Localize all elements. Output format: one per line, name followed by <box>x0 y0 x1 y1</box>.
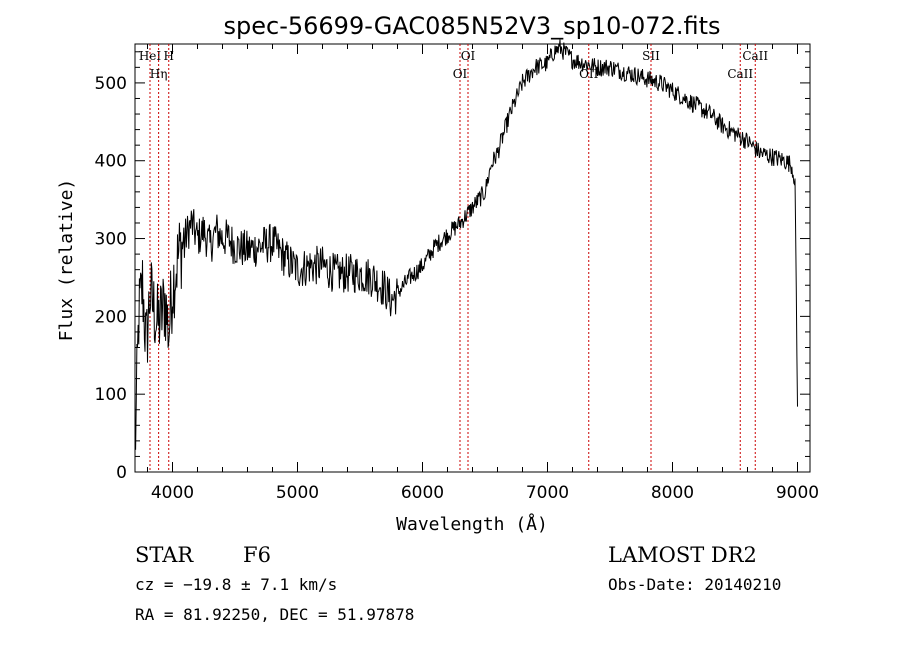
spectral-line-label: H <box>164 49 174 63</box>
spectrum-series-line <box>134 39 798 450</box>
spectral-line-label: HeI <box>139 49 162 63</box>
coordinates: RA = 81.92250, DEC = 51.97878 <box>135 605 414 624</box>
observation-date: Obs-Date: 20140210 <box>608 575 781 594</box>
y-tick-label: 400 <box>95 152 127 172</box>
redshift-velocity: cz = −19.8 ± 7.1 km/s <box>135 575 337 594</box>
subclass-label: F6 <box>243 543 271 567</box>
y-tick-label: 200 <box>95 307 127 327</box>
y-tick-label: 500 <box>95 74 127 94</box>
spectral-line-label: CaII <box>742 49 768 63</box>
x-tick-label: 6000 <box>401 483 444 503</box>
x-tick-label: 9000 <box>776 483 819 503</box>
spectral-line-label: SII <box>642 49 660 63</box>
spectral-line-label: CaII <box>727 67 753 81</box>
x-tick-label: 7000 <box>526 483 569 503</box>
y-axis-label: Flux (relative) <box>56 179 77 342</box>
x-tick-label: 4000 <box>151 483 194 503</box>
x-tick-label: 8000 <box>651 483 694 503</box>
object-class-label: STAR <box>135 543 194 567</box>
x-tick-label: 5000 <box>276 483 319 503</box>
y-tick-label: 300 <box>95 230 127 250</box>
spectral-line-label: OI <box>453 67 468 81</box>
y-tick-label: 100 <box>95 385 127 405</box>
survey-label: LAMOST DR2 <box>608 543 757 567</box>
chart-title: spec-56699-GAC085N52V3_sp10-072.fits <box>224 12 721 40</box>
spectral-line-label: OII <box>579 67 599 81</box>
y-tick-label: 0 <box>116 463 127 483</box>
spectral-line-label: OI <box>461 49 476 63</box>
x-axis-label: Wavelength (Å) <box>396 513 548 535</box>
spectral-line-label: Hη <box>150 67 168 81</box>
